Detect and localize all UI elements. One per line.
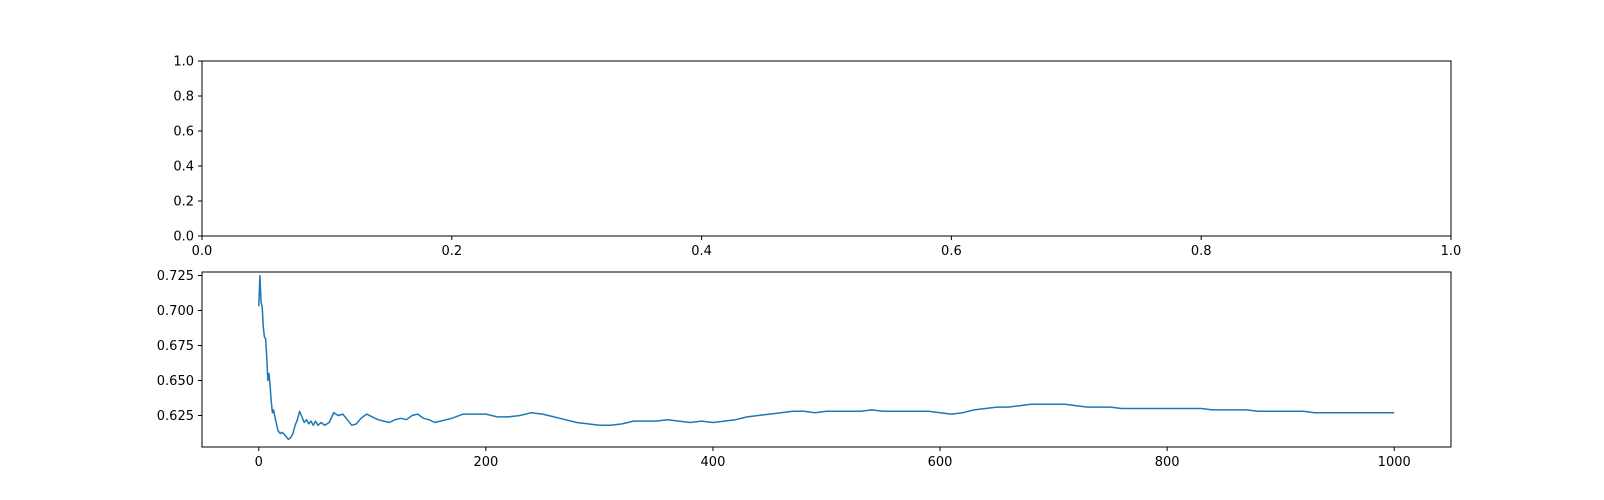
bottom-axes: 0 200 400 600 800 1000 0.6250.6500.6750.7000.… [157,269,1452,470]
y-tick-label: 0.2 [173,195,194,210]
top-axes-frame [201,60,1452,237]
x-tick-label: 0.2 [441,244,462,259]
y-tick-label: 0.650 [157,374,194,389]
x-tick-label: 0 [255,455,263,470]
y-tick-label: 0.8 [173,90,194,105]
series-line [258,274,1395,441]
x-tick-label: 200 [473,455,498,470]
bottom-y-ticks: 0.625 0.650 0.675 0.700 0.725 [157,269,202,424]
y-tick-label: 1.0 [173,55,194,70]
x-tick-label: 1000 [1378,455,1411,470]
y-tick-label: 0.4 [173,160,194,175]
top-axes: 0.0 0.2 0.4 0.6 0.8 1.0 0.0 0.2 0.4 0.6 0.8 1.0 [173,55,1461,260]
y-tick-label: 0.725 [157,269,194,284]
top-x-ticks: 0.0 0.2 0.4 0.6 0.8 1.0 [192,236,1462,259]
x-tick-label: 800 [1155,455,1180,470]
x-tick-label: 1.0 [1441,244,1462,259]
y-tick-label: 0.6 [173,125,194,140]
x-tick-label: 400 [701,455,726,470]
x-tick-label: 600 [928,455,953,470]
y-tick-label: 0.700 [157,304,194,319]
bottom-x-ticks: 0 200 400 600 800 1000 [255,447,1411,470]
x-tick-label: 0.8 [1191,244,1212,259]
x-tick-label: 0.4 [691,244,712,259]
y-tick-label: 0.675 [157,339,194,354]
x-tick-label: 0.6 [941,244,962,259]
bottom-axes-frame [201,271,1452,448]
y-tick-label: 0.625 [157,409,194,424]
x-tick-label: 0.0 [192,244,213,259]
top-y-ticks: 0.0 0.2 0.4 0.6 0.8 1.0 [173,55,202,245]
y-tick-label: 0.0 [173,230,194,245]
